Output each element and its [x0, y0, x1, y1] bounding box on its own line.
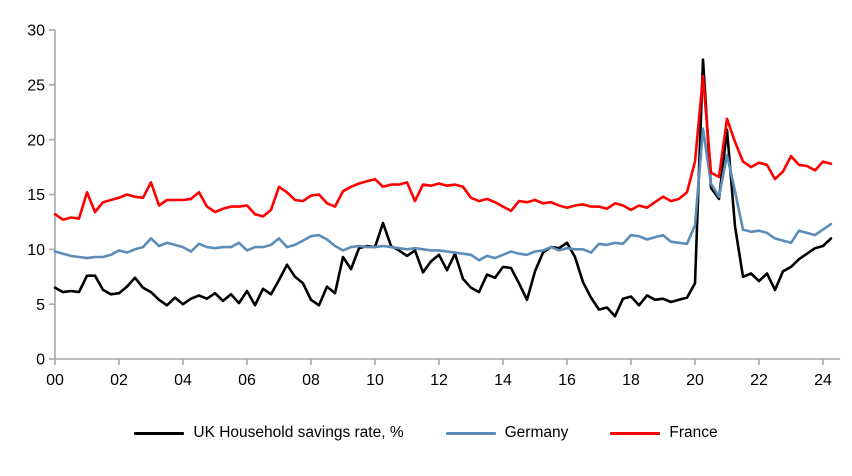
uk-line-swatch	[134, 431, 185, 435]
legend-item-germany: Germany	[445, 424, 569, 442]
x-tick-label: 12	[430, 372, 448, 389]
x-tick-label: 04	[174, 372, 192, 389]
legend-label-france: France	[669, 424, 718, 441]
legend-label-uk: UK Household savings rate, %	[193, 424, 404, 441]
x-tick-label: 20	[686, 372, 704, 389]
y-tick-label: 0	[36, 352, 45, 369]
y-tick-label: 15	[27, 187, 45, 204]
x-tick-label: 06	[238, 372, 256, 389]
y-tick-label: 30	[27, 23, 45, 40]
x-tick-label: 02	[110, 372, 128, 389]
france-line	[53, 74, 833, 221]
legend-item-france: France	[610, 424, 718, 442]
x-tick-label: 16	[558, 372, 576, 389]
x-tick-label: 22	[750, 372, 768, 389]
chart-legend: UK Household savings rate, % Germany Fra…	[0, 424, 852, 442]
y-tick-label: 25	[27, 77, 45, 94]
chart-canvas: 0 5 10 15 20 25 30 00 02 04 06 08 10 12 14 16 18 20 22 24	[27, 23, 841, 389]
y-tick-label: 5	[36, 297, 45, 314]
france-line-swatch	[610, 431, 661, 435]
x-tick-label: 00	[46, 372, 64, 389]
legend-item-uk: UK Household savings rate, %	[134, 424, 404, 442]
x-tick-label: 18	[622, 372, 640, 389]
y-tick-label: 20	[27, 132, 45, 149]
germany-line	[53, 127, 833, 262]
germany-line-swatch	[445, 431, 496, 435]
legend-label-germany: Germany	[504, 424, 569, 441]
x-tick-label: 24	[814, 372, 832, 389]
x-tick-label: 10	[366, 372, 384, 389]
x-tick-label: 08	[302, 372, 320, 389]
x-tick-label: 14	[494, 372, 512, 389]
y-tick-label: 10	[27, 242, 45, 259]
